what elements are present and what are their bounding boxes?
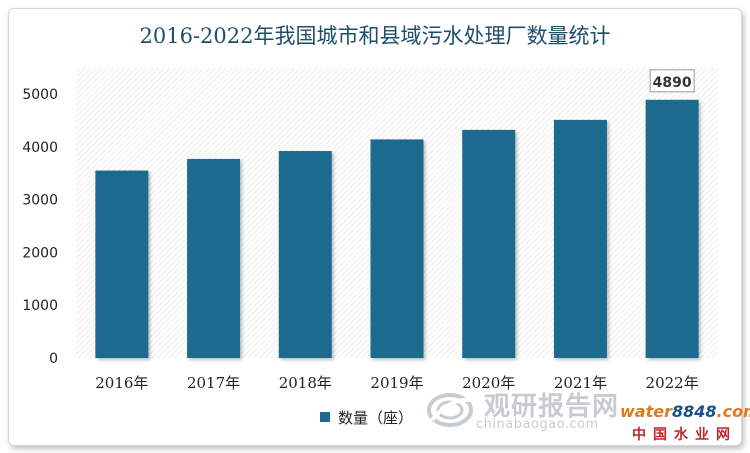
x-tick-label: 2016年 bbox=[95, 374, 148, 392]
brand-logo: water8848.com 中国水业网 bbox=[620, 402, 750, 444]
y-tick-label: 0 bbox=[49, 351, 58, 367]
chart-title: 2016-2022年我国城市和县域污水处理厂数量统计 bbox=[139, 24, 611, 48]
legend-label: 数量（座） bbox=[338, 408, 414, 427]
brand-suffix: .com bbox=[716, 402, 750, 421]
x-tick-label: 2018年 bbox=[279, 374, 332, 392]
x-tick-label: 2021年 bbox=[554, 374, 607, 392]
bar bbox=[278, 151, 332, 358]
bar bbox=[187, 158, 241, 358]
legend-swatch bbox=[320, 412, 330, 422]
y-tick-label: 2000 bbox=[22, 245, 58, 261]
y-tick-label: 4000 bbox=[22, 140, 58, 156]
x-tick-label: 2020年 bbox=[462, 374, 515, 392]
bar bbox=[553, 119, 607, 358]
data-label-box bbox=[649, 69, 695, 93]
x-tick-label: 2022年 bbox=[646, 374, 699, 392]
brand-cn: 中国水业网 bbox=[632, 427, 737, 443]
x-tick-label: 2017年 bbox=[187, 374, 240, 392]
y-tick-label: 1000 bbox=[22, 298, 58, 314]
legend: 数量（座） bbox=[320, 406, 413, 428]
y-tick-label: 3000 bbox=[22, 193, 58, 209]
brand-number: 8848 bbox=[671, 402, 717, 421]
bar bbox=[370, 139, 424, 358]
x-tick-label: 2019年 bbox=[370, 374, 423, 392]
watermark-url: chinabaogao.com bbox=[476, 417, 599, 432]
watermark-logo-icon bbox=[427, 393, 473, 427]
brand-word: water bbox=[620, 402, 672, 421]
watermark: 观研报告网 chinabaogao.com bbox=[420, 386, 630, 436]
bar bbox=[645, 99, 699, 359]
bar bbox=[95, 170, 149, 358]
y-tick-label: 5000 bbox=[22, 87, 58, 103]
watermark-text: 观研报告网 bbox=[484, 392, 620, 422]
bar bbox=[462, 129, 516, 358]
data-label: 4890 bbox=[653, 75, 692, 91]
